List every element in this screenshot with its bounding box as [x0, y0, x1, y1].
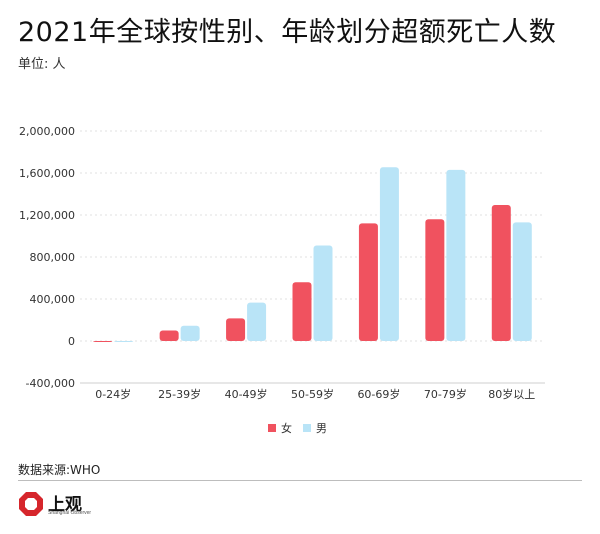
bar-male [247, 302, 267, 341]
source-note: 数据来源:WHO [18, 463, 101, 477]
x-tick-label: 80岁以上 [488, 387, 535, 401]
y-tick-label: 1,600,000 [19, 167, 75, 180]
x-tick-label: 60-69岁 [357, 387, 400, 401]
bar-male [512, 222, 532, 341]
bar-female [226, 318, 246, 341]
y-tick-label: -400,000 [26, 377, 75, 390]
bar-male [446, 169, 466, 341]
y-tick-label: 0 [68, 335, 75, 348]
x-tick-label: 0-24岁 [95, 387, 131, 401]
logo-subtext: Shanghai Observer [48, 510, 92, 516]
x-tick-label: 70-79岁 [424, 387, 467, 401]
x-tick-label: 40-49岁 [225, 387, 268, 401]
y-tick-label: 2,000,000 [19, 125, 75, 138]
legend-label: 男 [316, 422, 327, 435]
bar-chart: 2,000,000 1,600,000 1,200,000 800,000 400,00… [19, 125, 545, 435]
x-tick-label: 25-39岁 [158, 387, 201, 401]
bar-male [114, 341, 134, 342]
legend-swatch-female [268, 424, 276, 432]
bar-female [425, 219, 445, 341]
y-tick-label: 400,000 [30, 293, 76, 306]
x-tick-label: 50-59岁 [291, 387, 334, 401]
bar-female [358, 223, 378, 341]
logo-text: 上观 [48, 495, 82, 515]
bar-male [379, 167, 399, 341]
bar-male [313, 245, 333, 341]
bar-female [159, 330, 179, 341]
logo-icon [19, 492, 43, 516]
bar-female [491, 205, 511, 341]
bar-male [180, 325, 200, 341]
bar-female [292, 282, 312, 341]
footer-divider [18, 480, 582, 481]
y-tick-label: 800,000 [30, 251, 76, 264]
bar-female [93, 341, 113, 342]
chart-title: 2021年全球按性别、年龄划分超额死亡人数 [18, 17, 557, 48]
legend-label: 女 [281, 421, 292, 435]
y-tick-label: 1,200,000 [19, 209, 75, 222]
unit-label: 单位: 人 [18, 57, 66, 72]
legend-swatch-male [303, 424, 311, 432]
